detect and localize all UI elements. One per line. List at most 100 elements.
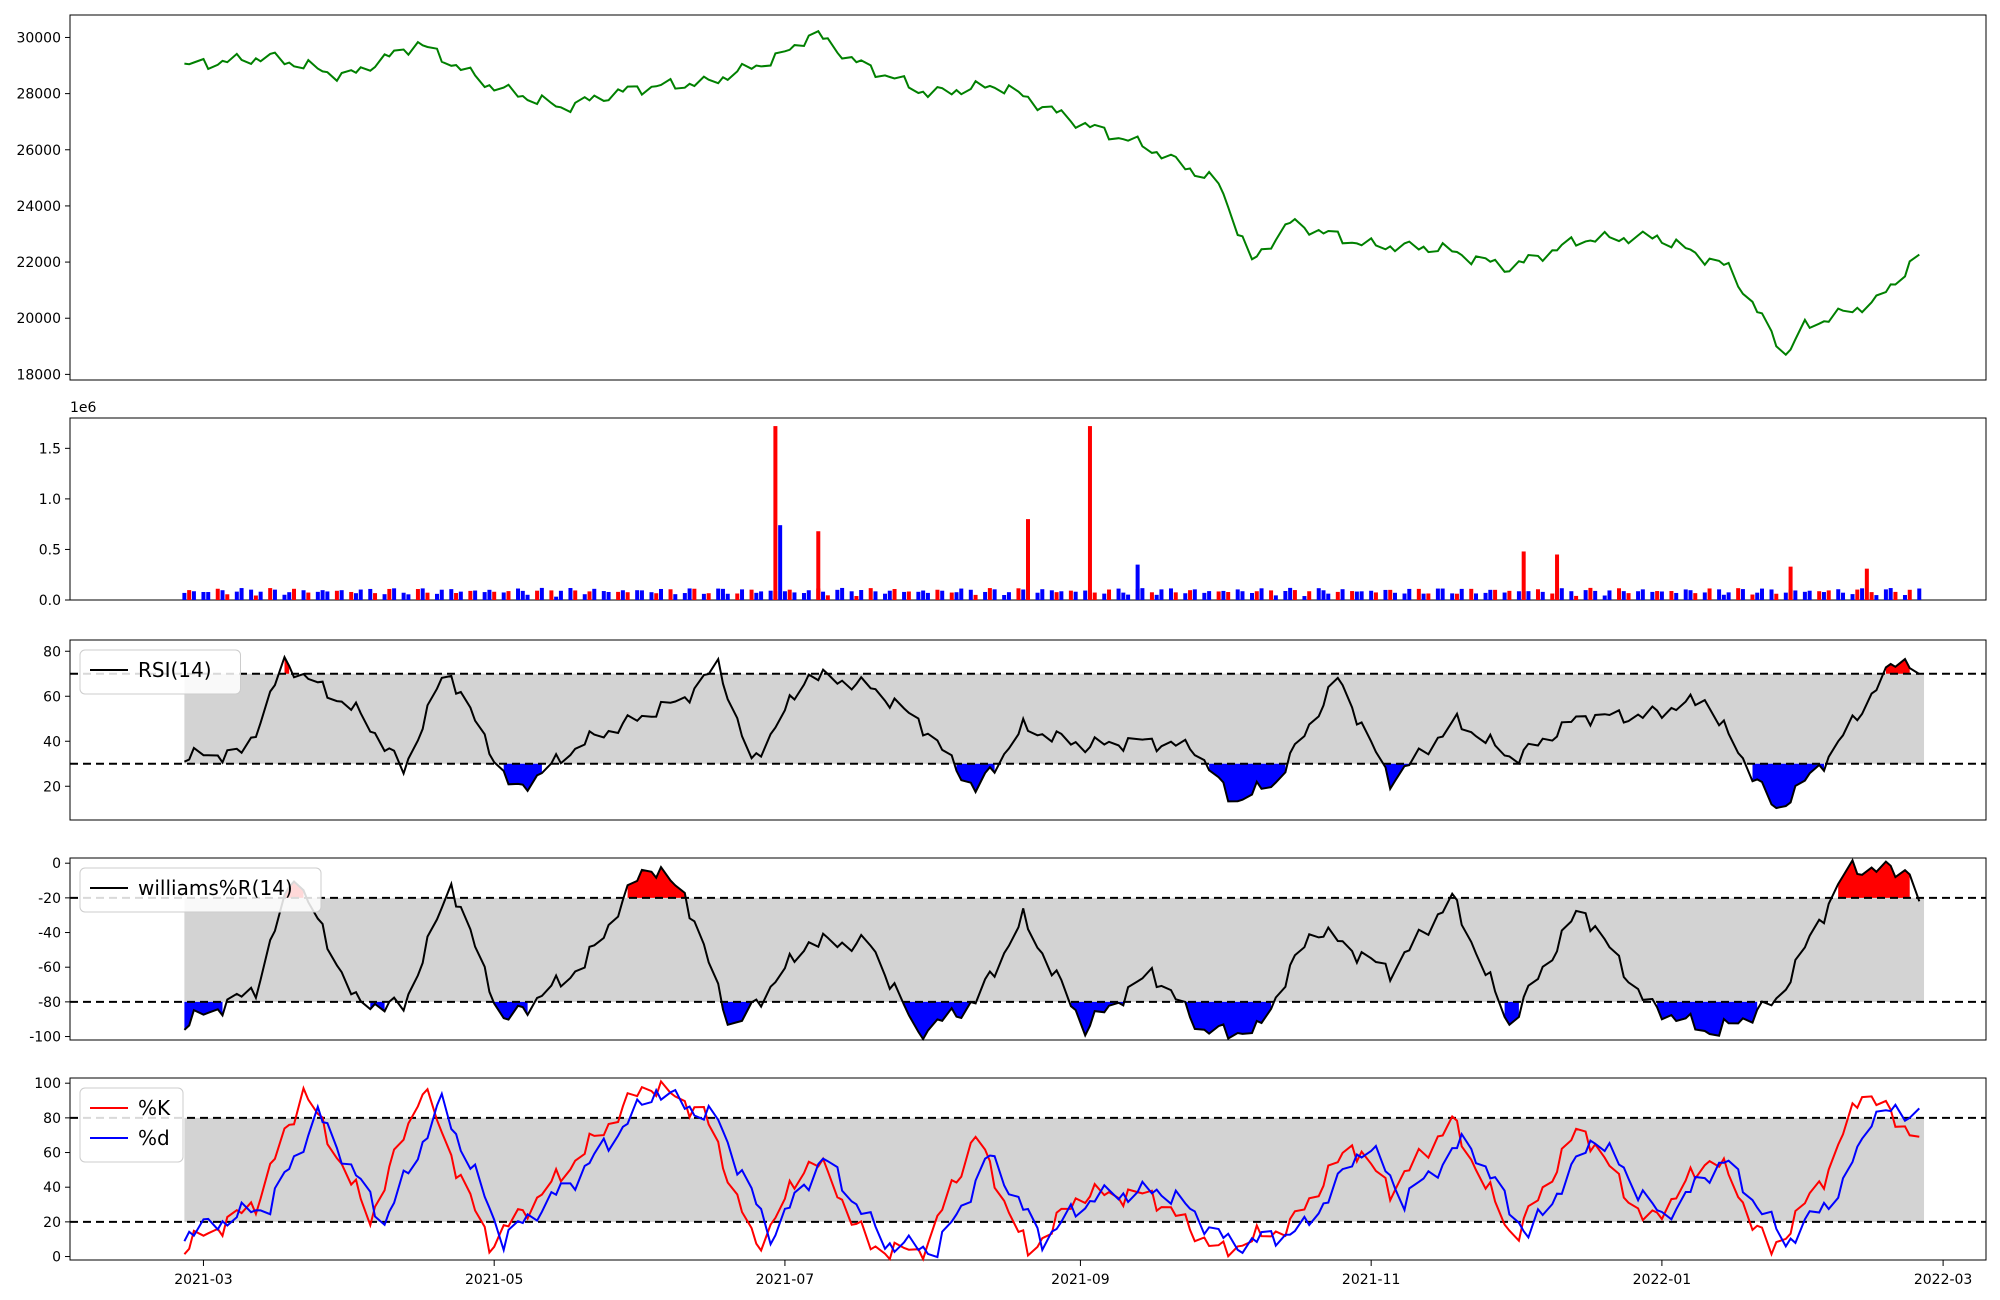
- volume-bar: [334, 590, 339, 600]
- legend-label: RSI(14): [138, 658, 212, 682]
- x-tick-label: 2022-01: [1633, 1272, 1692, 1288]
- volume-bar: [1483, 592, 1488, 600]
- y-tick-label: 0.0: [39, 593, 61, 609]
- volume-bar: [759, 591, 764, 600]
- x-tick-label: 2021-11: [1342, 1272, 1401, 1288]
- volume-bar: [558, 590, 563, 600]
- volume-bar: [1459, 588, 1464, 600]
- volume-bar: [282, 594, 287, 600]
- volume-bar: [821, 591, 826, 600]
- volume-bar: [916, 591, 921, 600]
- volume-bar: [720, 588, 725, 600]
- volume-bar: [1216, 591, 1221, 600]
- volume-bar: [968, 589, 973, 600]
- volume-bar: [887, 590, 892, 600]
- volume-bar: [1788, 566, 1793, 600]
- volume-bar: [1540, 591, 1545, 600]
- volume-bar: [1126, 594, 1131, 600]
- price-panel: 18000 20000 22000 24000 26000 28000 30000: [16, 14, 1987, 383]
- volume-bar: [201, 592, 206, 600]
- volume-bar: [520, 590, 525, 600]
- volume-bar: [1902, 595, 1907, 600]
- volume-bar: [1860, 588, 1865, 600]
- volume-bar: [1521, 551, 1526, 600]
- volume-bar: [1335, 591, 1340, 600]
- volume-bar: [1855, 589, 1860, 600]
- y-tick-label: -40: [38, 926, 61, 942]
- volume-bar: [434, 593, 439, 600]
- stochastic-band: [184, 1117, 1925, 1222]
- volume-bar: [992, 589, 997, 600]
- volume-bar: [1469, 588, 1474, 600]
- legend-box: [79, 867, 322, 913]
- volume-bar: [1621, 591, 1626, 600]
- volume-bar: [1726, 592, 1731, 600]
- volume-bar: [1440, 588, 1445, 600]
- legend-box: [79, 1087, 184, 1163]
- volume-bar: [659, 588, 664, 600]
- volume-bar: [959, 588, 964, 600]
- volume-bar: [1474, 593, 1479, 600]
- volume-bar: [382, 594, 387, 600]
- volume-bar: [1721, 594, 1726, 600]
- volume-bar: [906, 591, 911, 600]
- volume-bar: [525, 594, 530, 600]
- volume-bar: [1407, 588, 1412, 600]
- x-tick-label: 2021-03: [174, 1272, 233, 1288]
- volume-bar: [1068, 590, 1073, 600]
- volume-bar: [1588, 587, 1593, 600]
- volume-bar: [1717, 589, 1722, 600]
- volume-bar: [1002, 595, 1007, 600]
- volume-bar: [492, 591, 497, 600]
- volume-bar: [449, 589, 454, 600]
- oversold-fill: [184, 1001, 1772, 1040]
- volume-bar: [1683, 589, 1688, 600]
- volume-bar: [1740, 589, 1745, 600]
- volume-bar: [249, 589, 254, 600]
- volume-bar: [1535, 589, 1540, 600]
- volume-bar: [320, 590, 325, 600]
- volume-bar: [182, 592, 187, 600]
- volume-bar: [1435, 588, 1440, 600]
- chart-panels: 180002000022000240002600028000300000.00.…: [16, 14, 1987, 1288]
- volume-bar: [1550, 593, 1555, 600]
- volume-bar: [740, 589, 745, 600]
- y-tick-label: 24000: [16, 199, 61, 215]
- volume-bar: [1793, 590, 1798, 600]
- %d-line: [183, 1087, 1920, 1259]
- volume-bar: [792, 592, 797, 600]
- volume-bar: [692, 588, 697, 600]
- volume-bar: [468, 590, 473, 600]
- volume-bar: [949, 592, 954, 600]
- volume-bar: [573, 590, 578, 600]
- volume-bar: [1555, 554, 1560, 600]
- williams-panel: -100 -80 -60 -40 -20 0 williams%R(14): [29, 856, 1987, 1046]
- volume-bar: [749, 589, 754, 600]
- volume-bar: [401, 592, 406, 600]
- rsi-legend: RSI(14): [79, 649, 241, 695]
- volume-bar: [649, 592, 654, 600]
- volume-bar: [1574, 595, 1579, 600]
- volume-bar: [1702, 592, 1707, 600]
- volume-bar: [1402, 593, 1407, 600]
- volume-bar: [339, 590, 344, 600]
- volume-bar: [1149, 592, 1154, 600]
- volume-bar: [1526, 591, 1531, 600]
- volume-bar: [1035, 592, 1040, 600]
- volume-bar: [754, 592, 759, 600]
- volume-bar: [1636, 591, 1641, 600]
- y-tick-label: -20: [38, 891, 61, 907]
- volume-bar: [716, 588, 721, 600]
- volume-bar: [215, 588, 220, 600]
- volume-bar: [1626, 593, 1631, 600]
- volume-bar: [625, 592, 630, 600]
- volume-bar: [1087, 426, 1092, 600]
- volume-bar: [1593, 590, 1598, 600]
- volume-bar: [1850, 594, 1855, 600]
- volume-bar: [1493, 589, 1498, 600]
- x-tick-label: 2021-09: [1051, 1272, 1110, 1288]
- volume-bar: [253, 595, 258, 600]
- y-tick-label: -100: [29, 1030, 61, 1046]
- stochastic-panel: 0 20 40 60 80 100 %K %d: [34, 1076, 1987, 1266]
- volume-bar: [1783, 592, 1788, 600]
